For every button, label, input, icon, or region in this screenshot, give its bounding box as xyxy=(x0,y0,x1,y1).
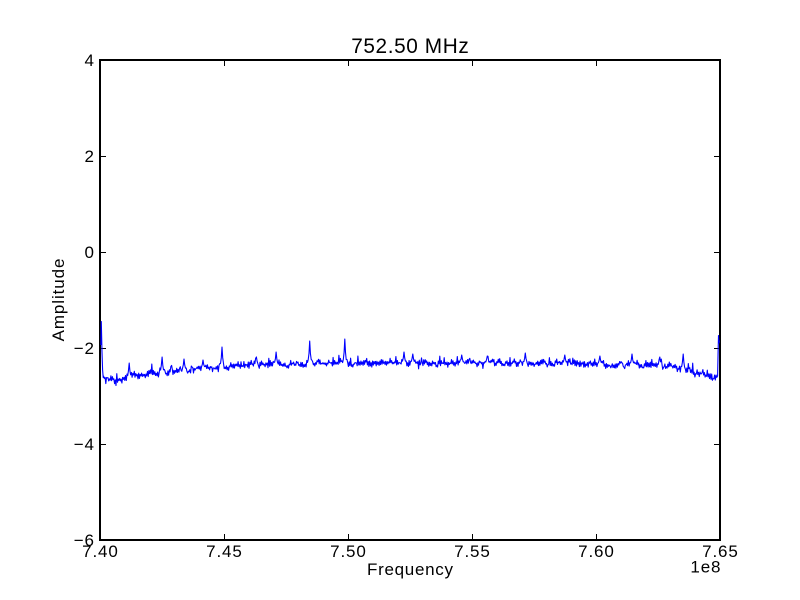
svg-text:7.65: 7.65 xyxy=(702,542,739,561)
svg-text:Amplitude: Amplitude xyxy=(49,258,68,342)
svg-text:−2: −2 xyxy=(74,339,95,358)
svg-text:7.45: 7.45 xyxy=(206,542,243,561)
svg-text:1e8: 1e8 xyxy=(690,558,721,577)
svg-text:4: 4 xyxy=(85,51,95,70)
svg-text:0: 0 xyxy=(85,243,95,262)
svg-text:7.50: 7.50 xyxy=(330,542,367,561)
svg-text:752.50 MHz: 752.50 MHz xyxy=(351,35,469,58)
svg-text:7.40: 7.40 xyxy=(82,542,119,561)
svg-text:Frequency: Frequency xyxy=(367,560,454,579)
svg-text:−6: −6 xyxy=(74,531,95,550)
svg-text:2: 2 xyxy=(85,147,95,166)
svg-text:7.55: 7.55 xyxy=(454,542,491,561)
svg-text:7.60: 7.60 xyxy=(578,542,615,561)
svg-text:−4: −4 xyxy=(74,435,95,454)
